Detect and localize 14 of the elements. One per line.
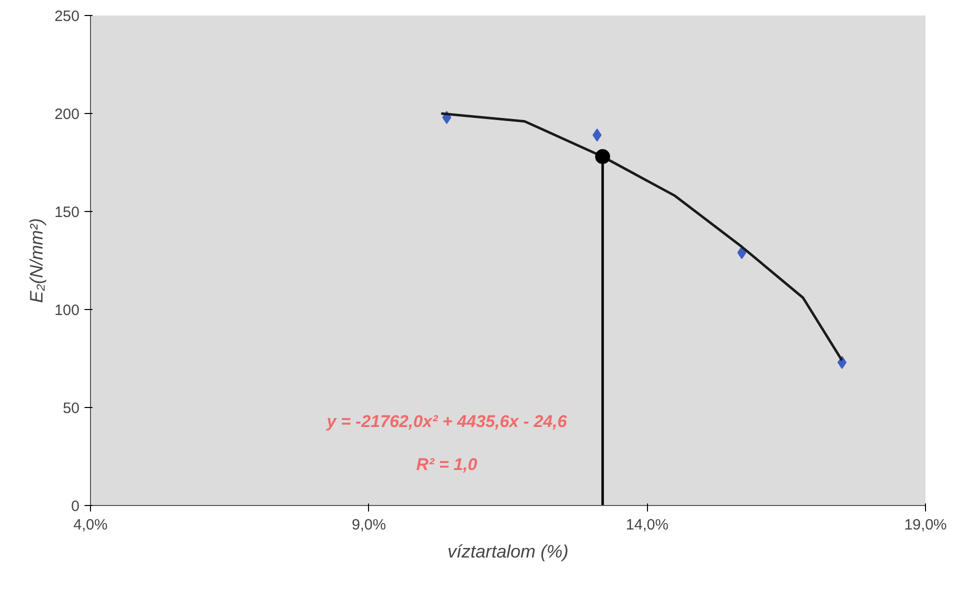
y-tick-label: 50	[62, 400, 80, 417]
x-tick-label: 9,0%	[352, 516, 386, 534]
x-tick-label: 14,0%	[626, 516, 668, 534]
y-tick-label: 250	[54, 8, 80, 25]
y-tick-label: 100	[54, 302, 80, 319]
annotation: y = -21762,0x² + 4435,6x - 24,6	[326, 412, 568, 432]
annotation: R² = 1,0	[416, 455, 478, 474]
x-tick-label: 4,0%	[73, 516, 108, 534]
x-tick-label: 19,0%	[904, 516, 947, 534]
y-tick-label: 200	[54, 106, 80, 123]
y-axis-title: E₂(N/mm²)	[26, 218, 46, 303]
x-axis-title: víztartalom (%)	[447, 542, 569, 562]
y-tick-label: 150	[54, 204, 80, 221]
y-tick-label: 0	[71, 498, 80, 515]
